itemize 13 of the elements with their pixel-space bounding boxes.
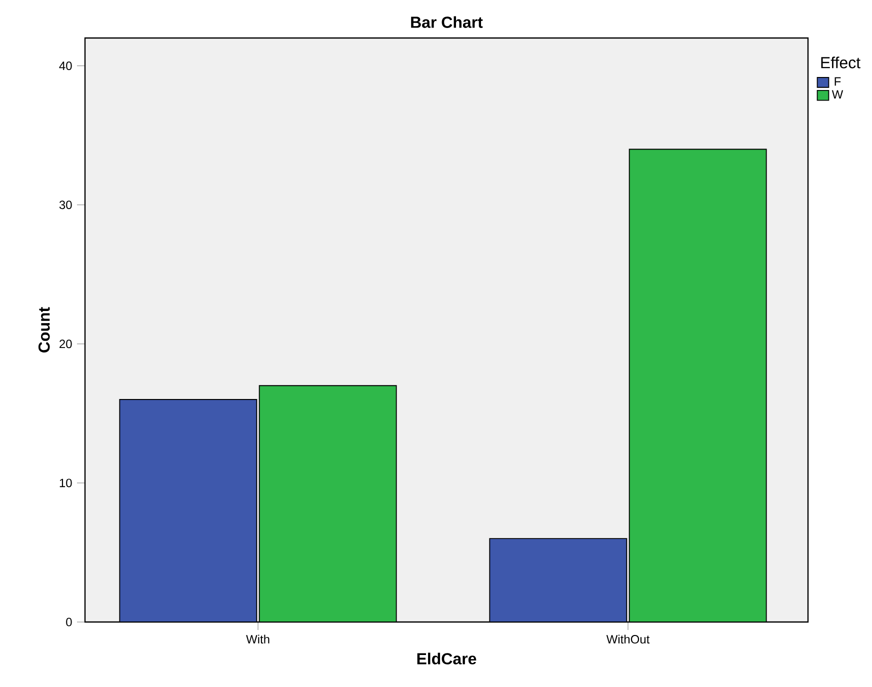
x-tick-label: With — [246, 634, 270, 644]
legend-label: W — [832, 90, 844, 98]
chart-title: Bar Chart — [411, 16, 483, 28]
y-tick-label: 40 — [59, 62, 72, 70]
legend-title: Effect — [821, 56, 860, 68]
y-tick-label: 20 — [60, 340, 72, 348]
y-tick-label: 0 — [66, 618, 72, 626]
y-tick-label: 10 — [60, 478, 72, 488]
legend-label: F — [834, 77, 841, 86]
x-axis-title: EldCare — [417, 652, 476, 664]
y-axis-title: Count — [38, 307, 50, 352]
x-tick-label: WithOut — [606, 634, 650, 644]
y-tick-label: 30 — [59, 200, 72, 210]
